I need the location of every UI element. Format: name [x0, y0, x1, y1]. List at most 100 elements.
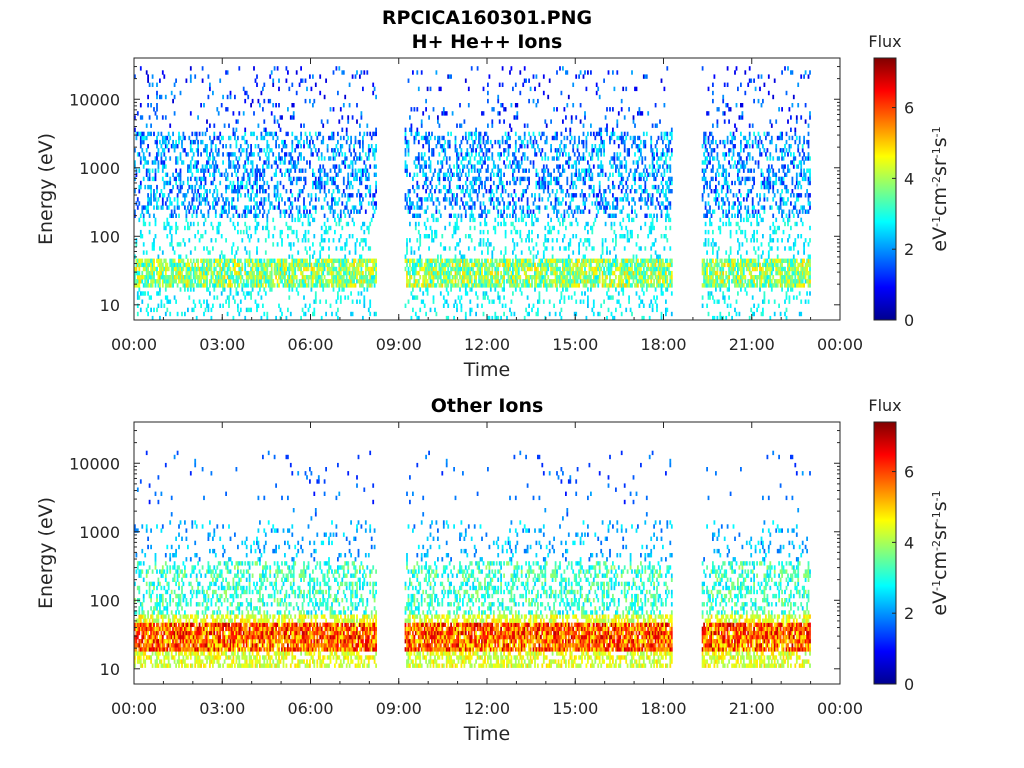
spectrogram-cell	[363, 222, 365, 226]
spectrogram-cell	[156, 115, 158, 119]
spectrogram-cell	[259, 169, 261, 173]
spectrogram-cell	[215, 160, 217, 164]
spectrogram-cell	[584, 226, 586, 230]
spectrogram-cell	[552, 263, 554, 267]
spectrogram-cell	[290, 312, 292, 316]
spectrogram-cell	[591, 230, 593, 234]
spectrogram-cell	[340, 169, 342, 173]
spectrogram-cell	[259, 210, 261, 214]
spectrogram-cell	[583, 74, 585, 78]
spectrogram-cell	[180, 91, 182, 95]
spectrogram-cell	[200, 103, 202, 107]
spectrogram-cell	[578, 136, 580, 140]
spectrogram-cell	[586, 140, 588, 144]
spectrogram-cell	[599, 201, 601, 205]
spectrogram-cell	[202, 234, 204, 238]
spectrogram-cell	[530, 250, 532, 254]
spectrogram-cell	[252, 164, 254, 168]
spectrogram-cell	[543, 173, 545, 177]
spectrogram-cell	[578, 169, 580, 173]
spectrogram-cell	[537, 312, 539, 316]
spectrogram-cell	[469, 218, 471, 222]
spectrogram-cell	[419, 308, 421, 312]
spectrogram-cell	[208, 201, 210, 205]
spectrogram-cell	[408, 300, 410, 304]
spectrogram-cell	[487, 136, 489, 140]
spectrogram-cell	[234, 226, 236, 230]
panel-title: H+ He++ Ions	[412, 31, 563, 53]
spectrogram-cell	[436, 185, 438, 189]
spectrogram-cell	[302, 189, 304, 193]
spectrogram-cell	[419, 169, 421, 173]
spectrogram-cell	[490, 173, 492, 177]
spectrogram-cell	[515, 148, 517, 152]
spectrogram-cell	[324, 214, 326, 218]
spectrogram-cell	[191, 201, 193, 205]
spectrogram-cell	[202, 140, 204, 144]
spectrogram-cell	[405, 267, 407, 271]
spectrogram-cell	[455, 214, 457, 218]
spectrogram-cell	[518, 148, 520, 152]
spectrogram-cell	[408, 148, 410, 152]
spectrogram-cell	[166, 136, 168, 140]
spectrogram-cell	[539, 132, 541, 136]
spectrogram-cell	[547, 185, 549, 189]
spectrogram-cell	[418, 132, 420, 136]
spectrogram-cell	[147, 291, 149, 295]
spectrogram-cell	[521, 291, 523, 295]
spectrogram-cell	[363, 70, 365, 74]
spectrogram-cell	[256, 164, 258, 168]
spectrogram-cell	[591, 156, 593, 160]
spectrogram-cell	[278, 124, 280, 128]
spectrogram-cell	[290, 210, 292, 214]
spectrogram-cell	[175, 279, 177, 283]
spectrogram-cell	[600, 148, 602, 152]
spectrogram-cell	[580, 173, 582, 177]
spectrogram-cell	[406, 242, 408, 246]
spectrogram-cell	[575, 218, 577, 222]
spectrogram-cell	[140, 160, 142, 164]
spectrogram-cell	[578, 152, 580, 156]
spectrogram-cell	[338, 197, 340, 201]
spectrogram-cell	[558, 177, 560, 181]
spectrogram-cell	[408, 152, 410, 156]
spectrogram-cell	[262, 185, 264, 189]
spectrogram-cell	[483, 152, 485, 156]
spectrogram-cell	[344, 295, 346, 299]
spectrogram-cell	[205, 181, 207, 185]
spectrogram-cell	[353, 222, 355, 226]
spectrogram-cell	[596, 214, 598, 218]
spectrogram-cell	[140, 144, 142, 148]
spectrogram-cell	[203, 312, 205, 316]
spectrogram-cell	[208, 214, 210, 218]
spectrogram-cell	[324, 267, 326, 271]
spectrogram-cell	[461, 218, 463, 222]
spectrogram-cell	[366, 169, 368, 173]
spectrogram-cell	[163, 160, 165, 164]
spectrogram-cell	[322, 246, 324, 250]
spectrogram-cell	[206, 148, 208, 152]
spectrogram-cell	[581, 267, 583, 271]
spectrogram-cell	[584, 181, 586, 185]
spectrogram-cell	[536, 279, 538, 283]
spectrogram-cell	[537, 308, 539, 312]
spectrogram-cell	[337, 173, 339, 177]
spectrogram-cell	[503, 295, 505, 299]
spectrogram-cell	[556, 283, 558, 287]
spectrogram-cell	[288, 205, 290, 209]
spectrogram-cell	[213, 263, 215, 267]
spectrogram-cell	[441, 234, 443, 238]
spectrogram-cell	[574, 291, 576, 295]
spectrogram-cell	[575, 234, 577, 238]
spectrogram-cell	[450, 189, 452, 193]
spectrogram-cell	[444, 205, 446, 209]
spectrogram-cell	[571, 173, 573, 177]
spectrogram-cell	[216, 193, 218, 197]
spectrogram-cell	[315, 148, 317, 152]
spectrogram-cell	[525, 222, 527, 226]
spectrogram-cell	[240, 152, 242, 156]
spectrogram-cell	[206, 300, 208, 304]
spectrogram-cell	[515, 144, 517, 148]
spectrogram-cell	[140, 156, 142, 160]
spectrogram-cell	[349, 185, 351, 189]
